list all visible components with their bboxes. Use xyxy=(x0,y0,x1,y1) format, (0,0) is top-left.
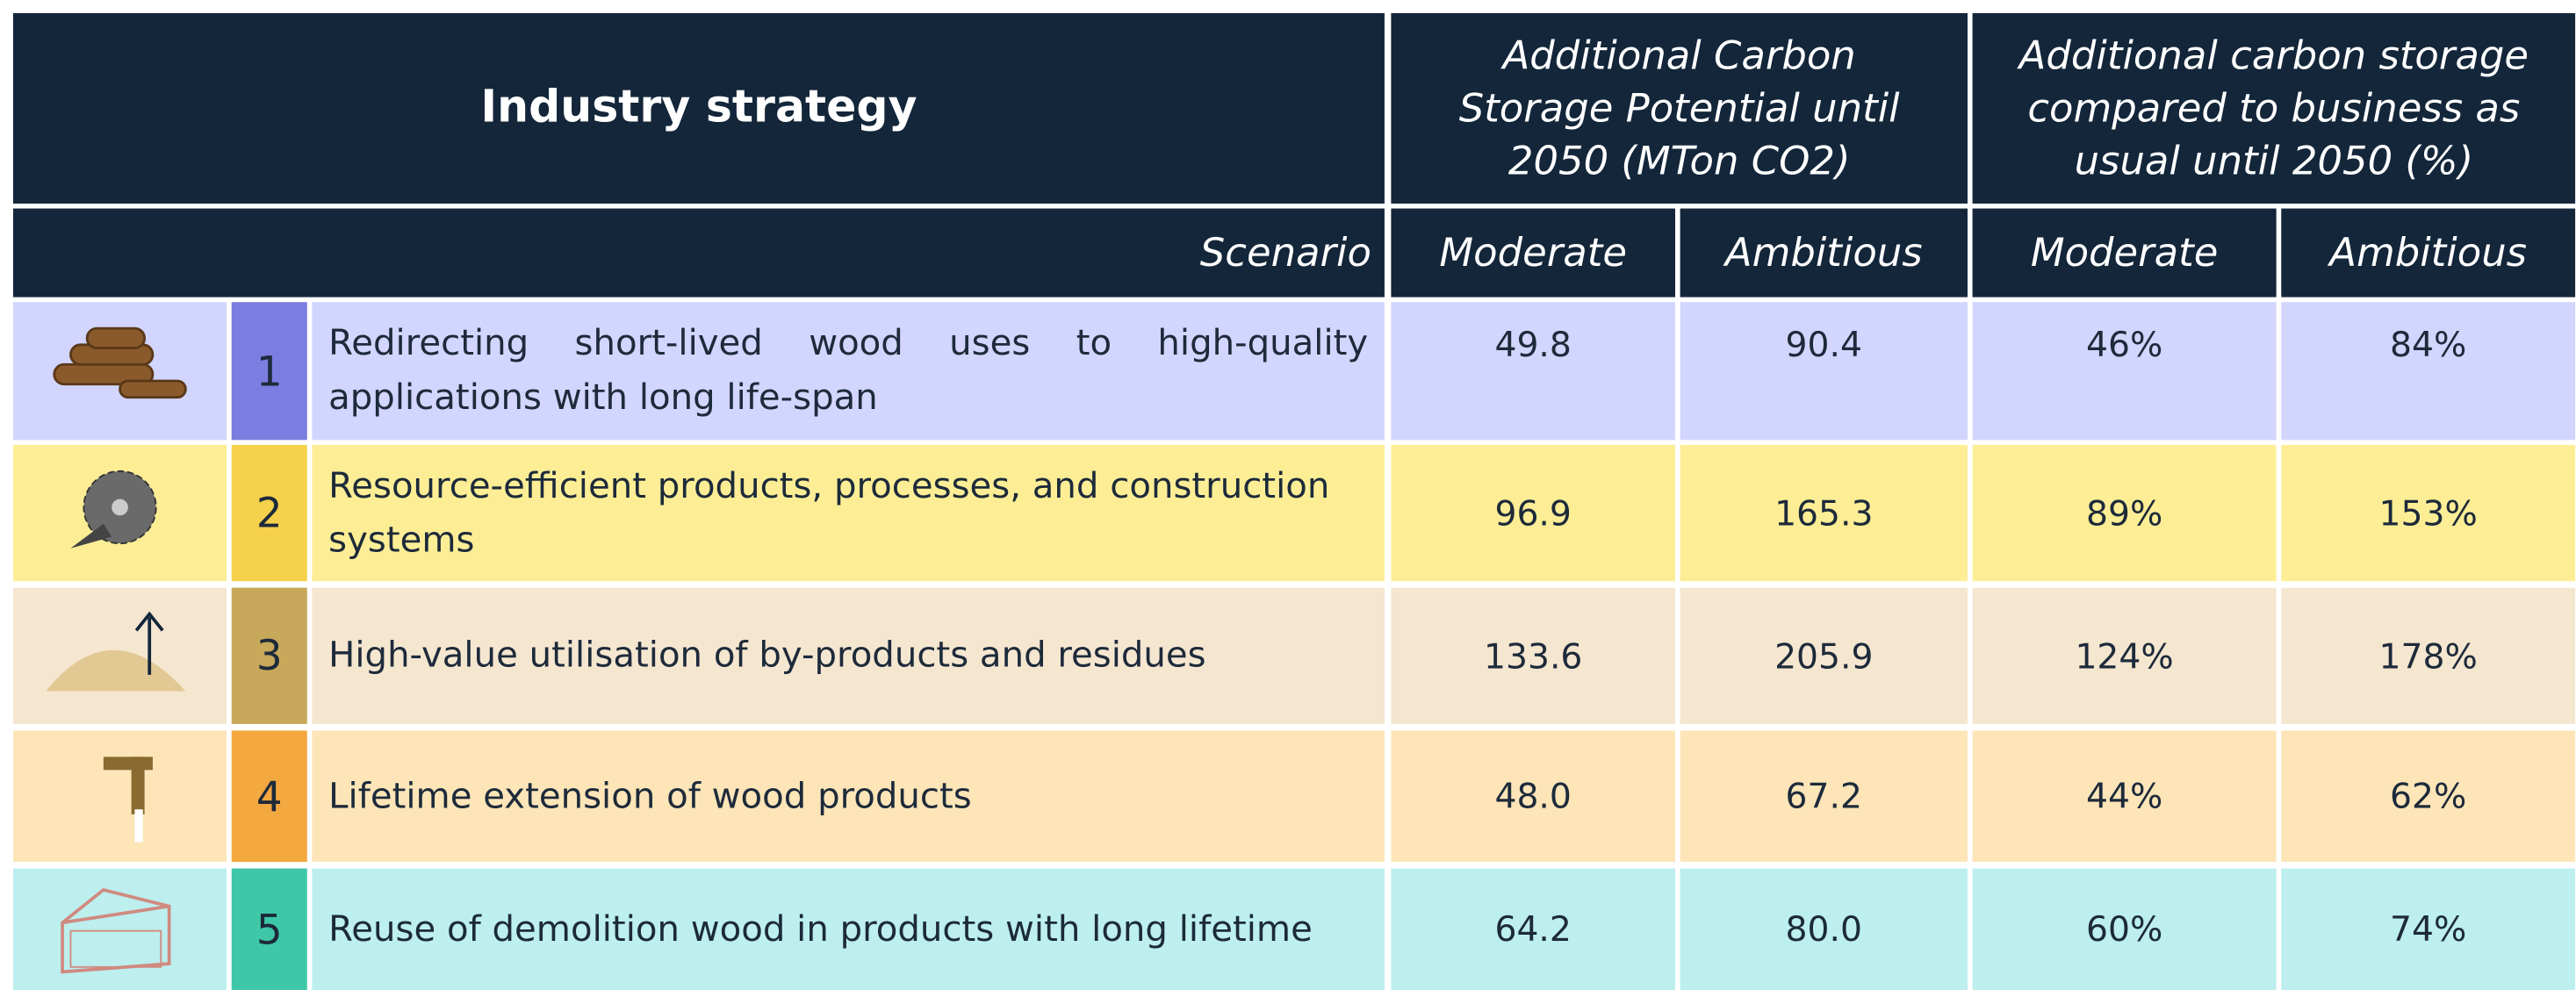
column-header: Ambitious xyxy=(2281,208,2576,298)
value: 80.0 xyxy=(1680,868,1968,990)
icon-graphic xyxy=(53,326,187,399)
value: 96.9 xyxy=(1391,444,1676,582)
icon xyxy=(12,302,227,441)
icon-graphic xyxy=(103,757,153,843)
strategy: Reuse of demolition wood in products wit… xyxy=(312,868,1385,990)
value: 133.6 xyxy=(1391,587,1676,724)
column-header: Ambitious xyxy=(1680,208,1968,298)
icon-graphic xyxy=(46,610,186,691)
row-number: 2 xyxy=(231,444,307,582)
value: 153% xyxy=(2281,444,2576,582)
row-number: 3 xyxy=(231,587,307,724)
strategy: Lifetime extension of wood products xyxy=(312,730,1385,863)
strategy: High-value utilisation of by-products an… xyxy=(312,587,1385,724)
icon xyxy=(12,868,227,990)
icon xyxy=(12,730,227,863)
column-header: Moderate xyxy=(1972,208,2277,298)
value: 62% xyxy=(2281,730,2576,863)
row-number: 5 xyxy=(231,868,307,990)
value: 165.3 xyxy=(1680,444,1968,582)
value: 90.4 xyxy=(1680,302,1968,441)
value: 64.2 xyxy=(1391,868,1676,990)
value: 124% xyxy=(1972,587,2277,724)
header-group: Additional carbon storage compared to bu… xyxy=(1972,12,2576,204)
header-scenario: Scenario xyxy=(12,208,1385,298)
column-header: Moderate xyxy=(1391,208,1676,298)
icon xyxy=(12,587,227,724)
value: 84% xyxy=(2281,302,2576,441)
row-number: 4 xyxy=(231,730,307,863)
value: 74% xyxy=(2281,868,2576,990)
value: 44% xyxy=(1972,730,2277,863)
strategy: Resource-efficient products, processes, … xyxy=(312,444,1385,582)
value: 60% xyxy=(1972,868,2277,990)
icon-graphic xyxy=(61,887,171,974)
value: 89% xyxy=(1972,444,2277,582)
value: 48.0 xyxy=(1391,730,1676,863)
value: 205.9 xyxy=(1680,587,1968,724)
value: 67.2 xyxy=(1680,730,1968,863)
icon xyxy=(12,444,227,582)
value: 46% xyxy=(1972,302,2277,441)
value: 178% xyxy=(2281,587,2576,724)
value: 49.8 xyxy=(1391,302,1676,441)
row-number: 1 xyxy=(231,302,307,441)
strategy: Redirecting short-lived wood uses to hig… xyxy=(312,302,1385,441)
header-strategy: Industry strategy xyxy=(12,12,1385,204)
header-group: Additional Carbon Storage Potential unti… xyxy=(1391,12,1968,204)
icon-graphic xyxy=(70,469,157,548)
